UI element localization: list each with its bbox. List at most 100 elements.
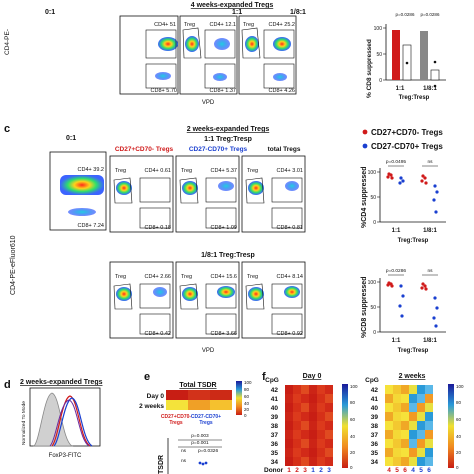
top-gate-upper-0: CD4+ 51 [154,22,176,28]
panel-f-cpg-label-right: CpG [365,377,379,384]
panel-c-row1-treg-1: Treg [181,168,192,174]
panel-e-scale-4: 20 [244,407,250,412]
f-scale-r-5: 0 [456,465,459,470]
panel-c-row1-upper-1: CD4+ 5.37 [211,168,237,174]
heatmap-cell [401,412,409,421]
panel-c-letter: c [4,123,10,135]
heatmap-cell [393,439,401,448]
panel-c-row2-title: 1/8:1 Treg:Tresp [201,252,255,259]
heatmap-cell [385,439,393,448]
top-y-axis-label: CD4-PE- [4,29,11,55]
heatmap-cell [393,421,401,430]
top-ytick-2: 0 [379,78,382,84]
heatmap-cell [417,439,425,448]
heatmap-cell [309,439,317,448]
panel-f-colorbar-right [448,384,454,468]
panel-f-donors-left: 1 2 3 1 2 3 [287,467,331,474]
panel-f-right-title: 2 weeks [399,373,426,380]
cpg-left-4: 38 [271,423,279,430]
f-scale-r-1: 80 [456,400,462,405]
heatmap-cell [417,430,425,439]
donor-r-5: 6 [427,467,431,474]
heatmap-cell [417,448,425,457]
heatmap-cell [401,394,409,403]
heatmap-cell [425,403,433,412]
top-bar-grey-2 [420,31,428,80]
cd4-pvalue: p=0.0495 [386,159,406,165]
heatmap-cell [409,394,417,403]
panel-c-row1-lower-2: CD8+ 0.81 [277,225,303,231]
top-bar-ylabel: % CD8 suppressed [366,39,373,98]
panel-f-colorbar-left [342,384,348,468]
f-scale-l-3: 40 [350,434,356,439]
heat-cell [210,400,232,410]
heat-cell [188,400,210,410]
heatmap-cell [393,403,401,412]
cd8-ytick-1: 50 [370,305,376,311]
heatmap-cell [417,457,425,466]
panel-c-row1-lower-1: CD8+ 1.09 [211,225,237,231]
cpg-left-8: 34 [271,459,279,466]
donor-l-0: 1 [287,467,291,474]
heatmap-cell [317,412,325,421]
top-ratio-0: 0:1 [45,9,55,16]
cpg-left-0: 42 [271,387,279,394]
heatmap-cell [285,421,293,430]
cpg-left-2: 40 [271,405,279,412]
heatmap-cell [425,421,433,430]
f-scale-r-0: 100 [456,384,464,389]
heatmap-cell [317,448,325,457]
cd4-suppressed-plot: 100 50 0 p=0.0495 ns 1:1 1/8:1 Treg:Tres… [361,159,446,244]
panel-c-row2-plot-2: Treg CD4+ 8.14 CD8+ 0.92 [241,261,306,339]
heatmap-cell [417,421,425,430]
heatmap-cell [285,457,293,466]
heatmap-cell [385,430,393,439]
top-ytick-0: 100 [374,26,383,32]
panel-c-row1-upper-0: CD4+ 0.61 [145,168,171,174]
panel-e-col-red-sub: Tregs [169,420,183,426]
heatmap-cell [293,403,301,412]
heatmap-cell [409,457,417,466]
heatmap-cell [309,403,317,412]
panel-c-col-total: total Tregs [268,146,301,153]
panel-e-scale-2: 60 [244,394,250,399]
f-scale-r-2: 60 [456,417,462,422]
heatmap-cell [425,412,433,421]
panel-f-heatmap-day0 [285,385,333,466]
panel-c-y-axis-label: CD4-PE-eFluor610 [10,235,17,295]
panel-f-donor-label: Donor [264,467,284,474]
top-gate-lower-1: CD8+ 1.37 [210,88,236,94]
top-flow-plot-1: Treg CD4+ 12.1 CD8+ 1.37 [179,15,238,95]
heatmap-cell [285,448,293,457]
donor-l-1: 2 [295,467,299,474]
heatmap-cell [417,412,425,421]
top-header: 4 weeks-expanded Tregs [191,2,274,9]
heatmap-cell [401,403,409,412]
panel-e-p1: p=0.003 [191,433,209,439]
panel-e-ylabel: TSDR [158,455,165,474]
panel-e-col-red: CD27+CD70- [161,414,191,420]
heatmap-cell [301,448,309,457]
panel-c-row2-treg-2: Treg [247,274,258,280]
cpg-left-3: 39 [271,414,279,421]
cd8-ytick-0: 100 [368,280,377,286]
heatmap-cell [385,385,393,394]
heatmap-cell [425,385,433,394]
panel-e-scale-3: 40 [244,401,250,406]
panel-c-row2-lower-1: CD8+ 3.66 [211,331,237,337]
heatmap-cell [325,439,333,448]
panel-c-col-blue: CD27-CD70+ Tregs [189,146,248,153]
panel-c-row1-plot-0: Treg CD4+ 0.61 CD8+ 0.18 [109,155,174,233]
heatmap-cell [301,412,309,421]
panel-c-row2-upper-0: CD4+ 2.66 [145,274,171,280]
cd8-pvalue: p=0.0286 [386,268,406,274]
panel-c-control-lower: CD8+ 7.24 [78,223,104,229]
heatmap-cell [425,457,433,466]
heatmap-cell [393,394,401,403]
panel-c-row1-upper-2: CD4+ 3.01 [277,168,303,174]
panel-c-row1-treg-2: Treg [247,168,258,174]
heatmap-cell [317,394,325,403]
cd8-ylabel: %CD8 suppressed [361,277,368,338]
legend-blue-marker [362,143,368,149]
